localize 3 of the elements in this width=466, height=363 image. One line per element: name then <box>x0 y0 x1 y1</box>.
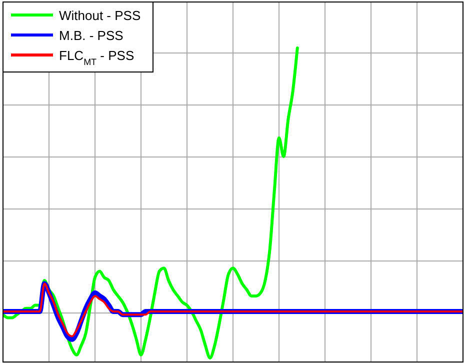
legend-label: FLC$_{MT}$ - PSS <box>59 48 134 67</box>
legend-label: M.B. - PSS <box>59 28 124 43</box>
legend-label: Without - PSS <box>59 8 141 23</box>
